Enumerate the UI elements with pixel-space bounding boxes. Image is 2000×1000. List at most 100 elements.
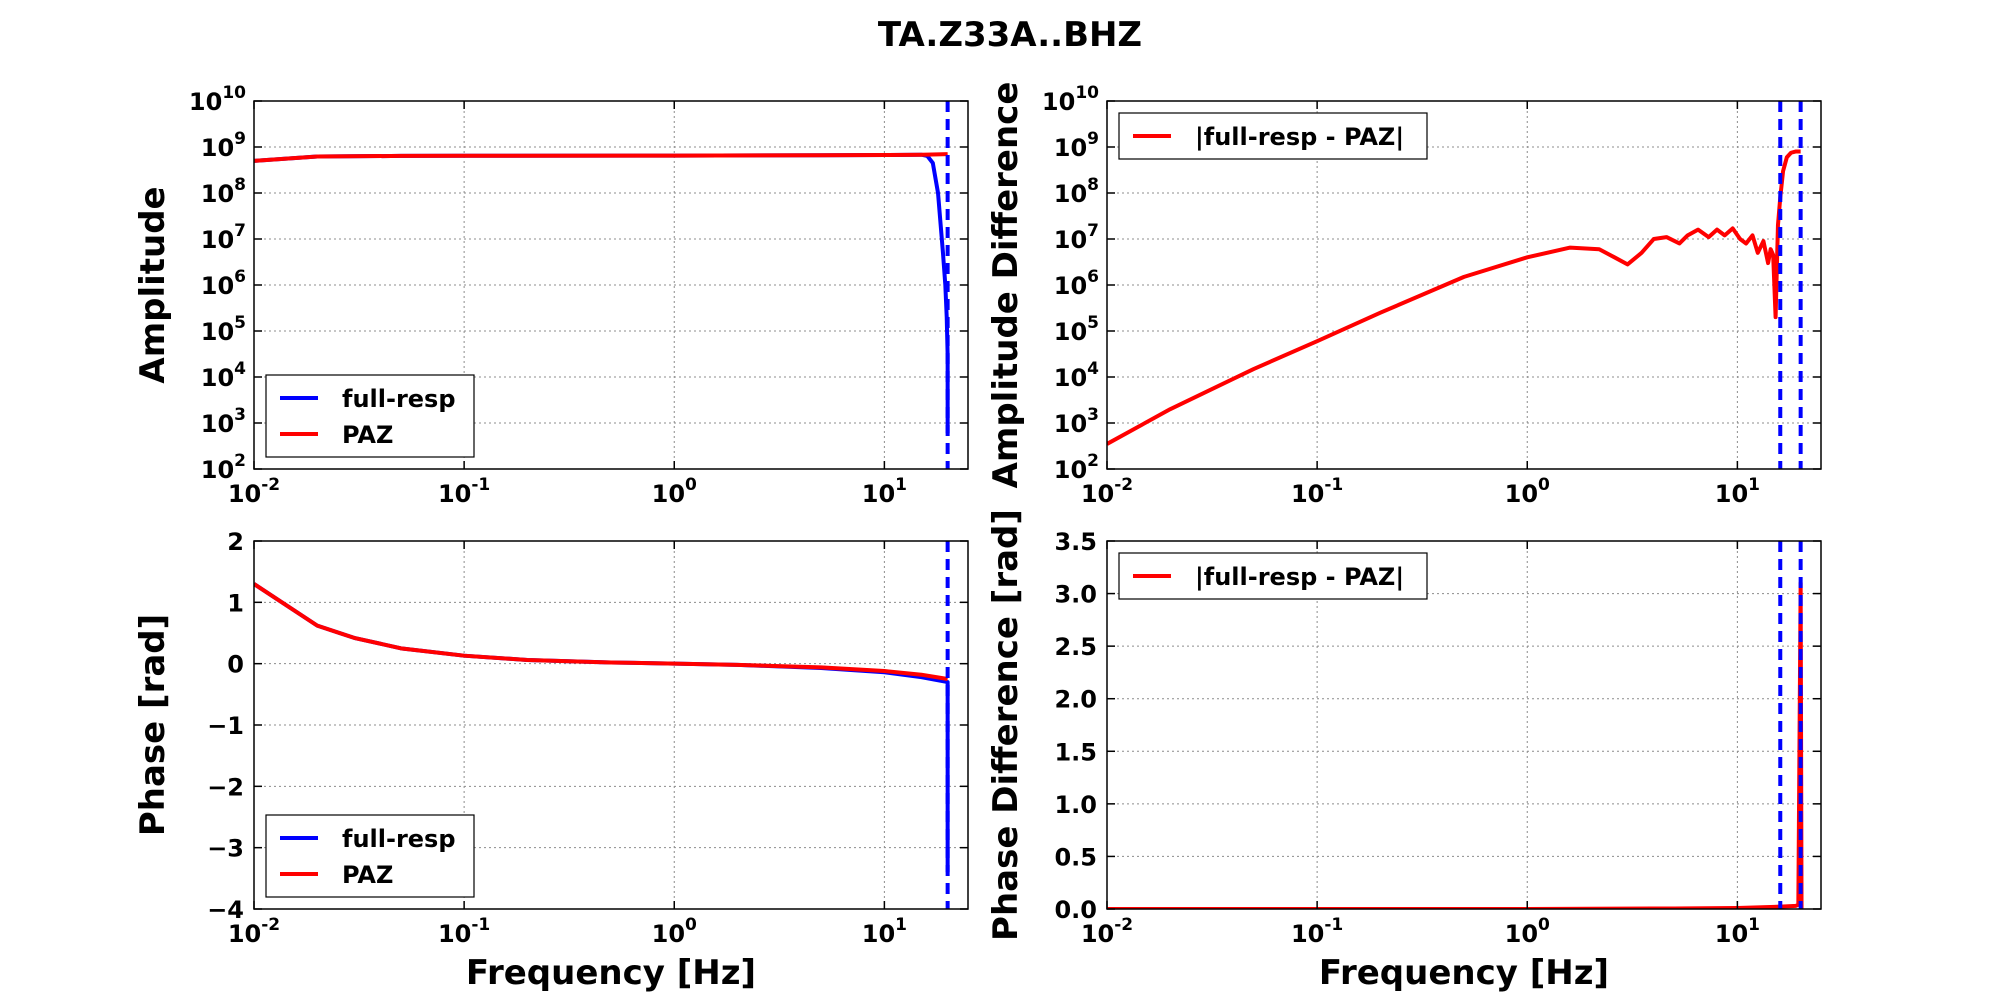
tick-base: 10 (1042, 88, 1075, 116)
tick-exponent: 9 (234, 129, 246, 149)
tick-base: 10 (189, 88, 222, 116)
tick-exponent: 5 (1087, 313, 1099, 333)
y-axis-label: Phase Difference [rad] (986, 509, 1026, 941)
x-tick-label: 101 (1715, 915, 1760, 948)
tick-exponent: 8 (1087, 175, 1099, 195)
legend-label: full-resp (342, 825, 456, 853)
series-line-paz (254, 152, 948, 163)
x-tick-label: 10-2 (1081, 915, 1133, 948)
y-tick-label: 0 (227, 651, 244, 679)
chart-amplitude-difference: 10-2 10-1 100 10110210310410510610710810910… (986, 82, 1822, 508)
tick-exponent: -1 (1324, 475, 1343, 495)
y-tick-label: 1010 (1042, 83, 1099, 116)
y-tick-label: 0.0 (1054, 896, 1097, 924)
y-tick-label: 103 (1054, 405, 1099, 438)
x-tick-label: 10-1 (438, 915, 490, 948)
tick-exponent: 4 (234, 359, 246, 379)
y-tick-label: 109 (201, 129, 246, 162)
y-tick-label: 108 (1054, 175, 1099, 208)
tick-base: 10 (201, 272, 234, 300)
y-tick-label: 104 (1054, 359, 1099, 392)
tick-base: 10 (201, 364, 234, 392)
tick-base: 10 (1054, 364, 1087, 392)
y-tick-label: 104 (201, 359, 246, 392)
tick-exponent: 3 (234, 405, 246, 425)
y-tick-label: 106 (1054, 267, 1099, 300)
tick-exponent: 1 (895, 915, 907, 935)
tick-exponent: 0 (1538, 915, 1550, 935)
tick-exponent: 2 (1087, 451, 1099, 471)
tick-exponent: -1 (471, 915, 490, 935)
y-tick-label: 3.0 (1054, 581, 1097, 609)
legend: full-resp PAZ (265, 814, 475, 898)
y-tick-label: 109 (1054, 129, 1099, 162)
axes-frame (1106, 540, 1822, 910)
tick-base: 10 (1054, 318, 1087, 346)
y-axis-label: Amplitude Difference (986, 82, 1026, 489)
tick-base: 10 (1054, 226, 1087, 254)
legend: full-resp PAZ (265, 374, 475, 458)
tick-exponent: -2 (1114, 475, 1133, 495)
tick-exponent: 2 (234, 451, 246, 471)
tick-exponent: 10 (1075, 83, 1099, 103)
y-tick-label: −2 (207, 773, 244, 801)
legend: |full-resp - PAZ| (1118, 112, 1428, 160)
legend-label: full-resp (342, 385, 456, 413)
tick-exponent: 1 (1748, 915, 1760, 935)
tick-exponent: -1 (1324, 915, 1343, 935)
x-tick-label: 10-1 (438, 475, 490, 508)
series-line-paz (254, 582, 948, 681)
y-tick-label: −4 (207, 896, 244, 924)
tick-base: 10 (1081, 920, 1114, 948)
tick-exponent: -2 (261, 475, 280, 495)
y-tick-label: 1.0 (1054, 791, 1097, 819)
tick-base: 10 (1291, 920, 1324, 948)
chart-phase-difference: 10-2 10-1 100 1010.00.51.01.52.02.53.03.5Ph… (986, 509, 1822, 993)
tick-base: 10 (1054, 410, 1087, 438)
tick-exponent: 5 (234, 313, 246, 333)
y-tick-label: 2 (227, 528, 244, 556)
x-tick-label: 100 (1505, 475, 1550, 508)
y-tick-label: −1 (207, 712, 244, 740)
tick-base: 10 (201, 226, 234, 254)
legend-box (265, 814, 475, 898)
tick-base: 10 (1715, 480, 1748, 508)
tick-base: 10 (1505, 920, 1538, 948)
tick-base: 10 (652, 480, 685, 508)
tick-exponent: -1 (471, 475, 490, 495)
y-tick-label: 105 (1054, 313, 1099, 346)
tick-base: 10 (228, 920, 261, 948)
tick-exponent: 6 (234, 267, 246, 287)
y-tick-label: 2.0 (1054, 686, 1097, 714)
y-axis-label: Amplitude (133, 186, 173, 383)
legend-label: |full-resp - PAZ| (1195, 123, 1404, 151)
x-tick-label: 101 (1715, 475, 1760, 508)
tick-base: 10 (1081, 480, 1114, 508)
tick-base: 10 (862, 920, 895, 948)
tick-exponent: -2 (261, 915, 280, 935)
x-tick-label: 10-2 (228, 475, 280, 508)
x-tick-label: 100 (1505, 915, 1550, 948)
tick-exponent: 9 (1087, 129, 1099, 149)
tick-exponent: 7 (1087, 221, 1099, 241)
y-tick-label: 2.5 (1054, 633, 1097, 661)
tick-base: 10 (1054, 272, 1087, 300)
x-tick-label: 100 (652, 475, 697, 508)
x-tick-label: 101 (862, 475, 907, 508)
legend-label: PAZ (342, 861, 393, 889)
y-tick-label: 102 (1054, 451, 1099, 484)
tick-base: 10 (201, 134, 234, 162)
tick-base: 10 (201, 410, 234, 438)
x-tick-label: 101 (862, 915, 907, 948)
tick-exponent: 10 (222, 83, 246, 103)
y-tick-label: 107 (201, 221, 246, 254)
tick-base: 10 (1054, 456, 1087, 484)
y-tick-label: 105 (201, 313, 246, 346)
tick-exponent: 0 (685, 915, 697, 935)
y-tick-label: 107 (1054, 221, 1099, 254)
legend-label: PAZ (342, 421, 393, 449)
x-tick-label: 10-1 (1291, 915, 1343, 948)
tick-exponent: 3 (1087, 405, 1099, 425)
tick-exponent: 1 (895, 475, 907, 495)
tick-base: 10 (438, 920, 471, 948)
